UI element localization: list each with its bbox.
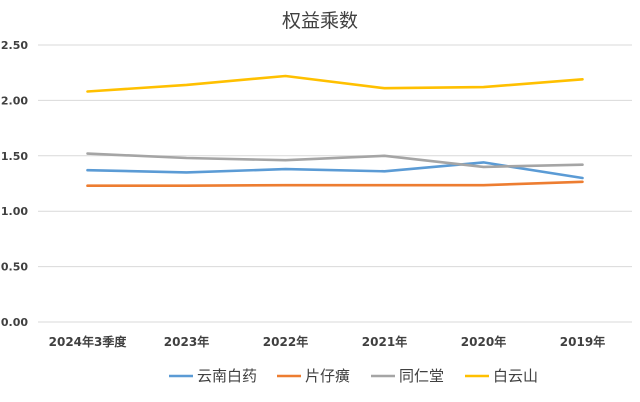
y-tick-label: 2.00	[1, 94, 28, 107]
x-tick-label: 2021年	[362, 334, 407, 349]
legend: 云南白药 片仔癀 同仁堂 白云山	[169, 367, 538, 385]
x-tick-label: 2023年	[164, 334, 209, 349]
series-line-3	[86, 74, 584, 93]
y-tick-label: 1.00	[1, 205, 28, 218]
legend-label-0: 云南白药	[197, 367, 257, 385]
plot-area	[86, 74, 584, 187]
chart-title: 权益乘数	[282, 10, 358, 32]
y-tick-label: 1.50	[1, 150, 28, 163]
y-axis: 0.00 0.50 1.00 1.50 2.00 2.50	[1, 39, 28, 329]
legend-label-1: 片仔癀	[305, 367, 350, 385]
series-line-0	[86, 161, 584, 180]
y-tick-label: 2.50	[1, 39, 28, 52]
x-axis: 2024年3季度 2023年 2022年 2021年 2020年 2019年	[49, 334, 606, 349]
x-tick-label: 2019年	[560, 334, 605, 349]
y-tick-label: 0.00	[1, 316, 28, 329]
y-tick-label: 0.50	[1, 261, 28, 274]
series-line-2	[86, 152, 584, 169]
series-line-1	[86, 180, 584, 187]
legend-label-3: 白云山	[493, 367, 538, 385]
x-tick-label: 2024年3季度	[49, 334, 128, 349]
x-tick-label: 2022年	[263, 334, 308, 349]
legend-label-2: 同仁堂	[399, 367, 444, 385]
x-tick-label: 2020年	[461, 334, 506, 349]
